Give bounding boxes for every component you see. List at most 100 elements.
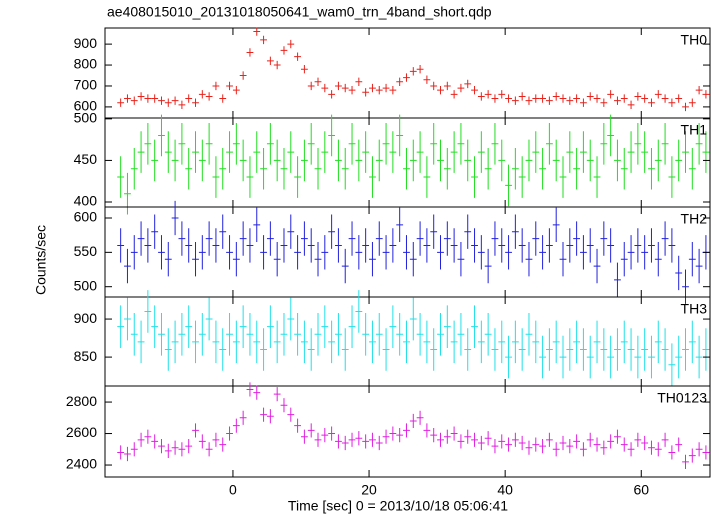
data-bin — [403, 423, 410, 438]
data-bin — [682, 131, 689, 173]
data-bin — [702, 328, 710, 371]
data-bin — [294, 156, 301, 198]
data-bin — [355, 77, 363, 86]
data-bin — [654, 320, 662, 364]
data-bin — [389, 228, 397, 263]
data-bin — [648, 440, 655, 455]
data-bin — [614, 96, 621, 105]
data-bin — [600, 98, 608, 107]
data-bin — [648, 98, 655, 107]
y-tick-label: 2400 — [66, 456, 97, 472]
data-bin — [239, 139, 247, 182]
data-bin — [682, 328, 689, 371]
data-bin — [130, 235, 138, 270]
data-bin — [117, 305, 125, 348]
data-bin — [688, 147, 696, 190]
data-bin — [552, 139, 560, 182]
data-bin — [205, 442, 213, 457]
data-bin — [430, 428, 438, 443]
data-bin — [437, 139, 444, 182]
x-axis-label: Time [sec] 0 = 2013/10/18 05:06:41 — [288, 498, 508, 514]
data-bin — [661, 221, 669, 256]
data-bin — [205, 297, 213, 341]
data-bin — [396, 77, 404, 86]
data-bin — [437, 312, 444, 356]
data-bin — [130, 96, 138, 105]
data-bin — [253, 207, 261, 243]
data-bin — [396, 428, 404, 443]
data-bin — [307, 423, 315, 438]
data-bin — [226, 131, 233, 173]
data-bin — [634, 335, 642, 379]
data-bin — [518, 435, 526, 451]
data-bin — [668, 228, 676, 263]
panel-frame — [104, 385, 711, 478]
data-bin — [559, 435, 567, 451]
data-bin — [300, 429, 308, 444]
data-bin — [491, 221, 499, 256]
data-bin — [702, 445, 710, 460]
data-bin — [369, 156, 376, 198]
data-bin — [409, 242, 417, 277]
data-bin — [124, 446, 131, 462]
data-bin — [675, 437, 683, 452]
data-bin — [300, 320, 308, 364]
data-bin — [239, 410, 247, 425]
data-bin — [471, 228, 478, 263]
data-bin — [375, 312, 383, 356]
data-bin — [164, 328, 172, 371]
data-bin — [539, 147, 546, 190]
data-bin — [498, 320, 506, 364]
data-bin — [607, 114, 615, 157]
data-bin — [545, 328, 553, 371]
data-bin — [682, 454, 689, 469]
y-tick-label: 450 — [74, 151, 98, 167]
data-bin — [545, 96, 553, 105]
data-bin — [375, 221, 383, 256]
data-bin — [375, 85, 383, 95]
data-bin — [450, 228, 458, 263]
data-bin — [205, 92, 213, 101]
data-bin — [348, 122, 356, 165]
data-bin — [192, 131, 199, 173]
data-bin — [545, 122, 553, 165]
data-bin — [682, 102, 689, 112]
data-bin — [314, 147, 322, 190]
data-bin — [137, 432, 145, 447]
data-bin — [688, 242, 696, 277]
data-bin — [586, 228, 594, 263]
data-bin — [423, 423, 431, 438]
data-bin — [369, 83, 376, 93]
data-bin — [430, 81, 438, 91]
data-bin — [348, 432, 356, 447]
data-bin — [266, 221, 274, 256]
data-bin — [484, 147, 492, 190]
data-bin — [260, 235, 267, 270]
data-bin — [416, 221, 424, 256]
data-bin — [511, 214, 519, 249]
data-bin — [137, 131, 145, 173]
data-bin — [273, 242, 281, 277]
data-bin — [539, 94, 546, 103]
data-bin — [287, 407, 295, 422]
data-bin — [498, 139, 506, 182]
data-bin — [164, 443, 172, 458]
data-bin — [178, 100, 186, 109]
data-bin — [335, 228, 342, 263]
data-bin — [477, 320, 485, 364]
data-bin — [641, 131, 649, 173]
data-bin — [552, 92, 560, 101]
data-bin — [151, 214, 159, 249]
data-bin — [260, 407, 267, 422]
data-bin — [185, 305, 193, 348]
data-bin — [620, 94, 628, 103]
data-bin — [117, 228, 125, 263]
data-bin — [232, 122, 240, 165]
data-bin — [328, 214, 336, 249]
data-bin — [457, 83, 465, 93]
y-tick-label: 850 — [74, 348, 98, 364]
data-bin — [307, 122, 315, 165]
data-bin — [382, 235, 390, 270]
data-bin — [477, 131, 485, 173]
data-bin — [232, 320, 240, 364]
